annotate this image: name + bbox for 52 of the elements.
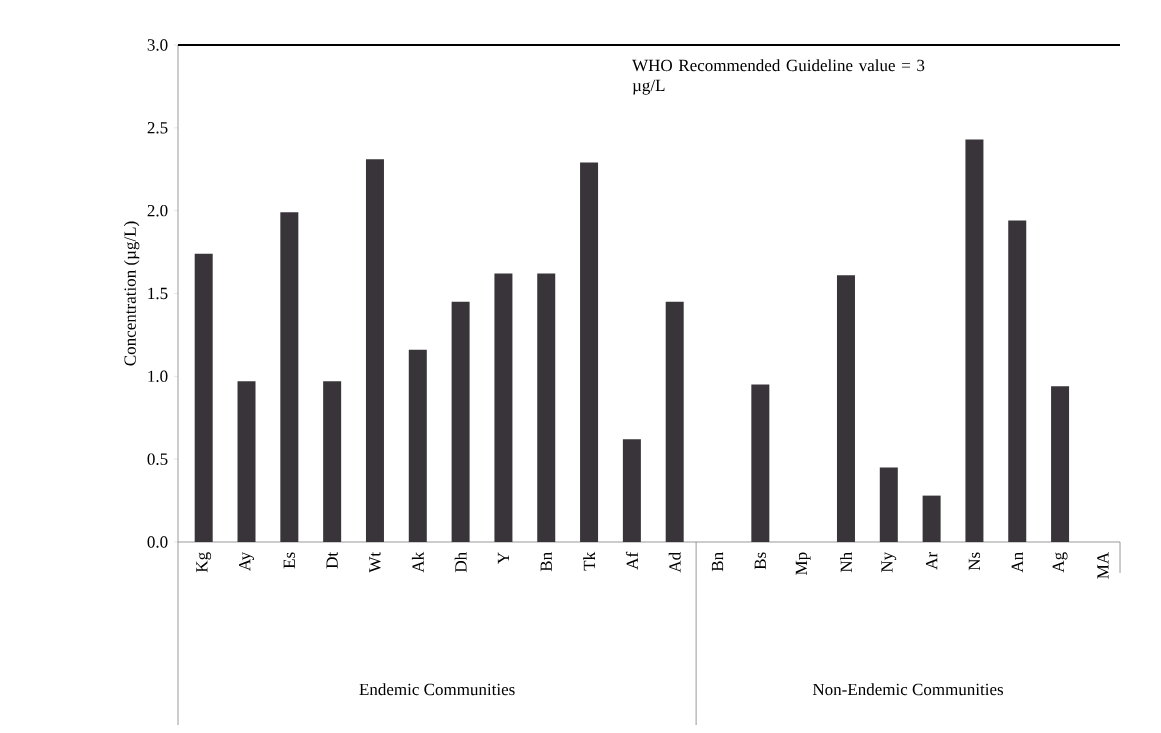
x-tick-label: MA <box>1097 551 1109 579</box>
x-tick-label: Ny <box>881 551 897 573</box>
x-tick-label: Ar <box>926 552 938 570</box>
bar <box>494 273 513 542</box>
y-tick-label: 3.0 <box>147 39 168 51</box>
y-axis-title: Concentration (µg/L) <box>123 221 140 366</box>
bar <box>451 301 470 542</box>
bar <box>580 162 599 542</box>
x-tick-label: Dh <box>454 552 467 573</box>
x-tick-label: Dt <box>326 551 338 569</box>
y-tick-label: 1.5 <box>148 287 168 300</box>
x-tick-label: Es <box>283 552 295 569</box>
bar <box>237 381 256 542</box>
text: Non-Endemic Communities <box>812 683 1004 696</box>
bar <box>408 349 427 542</box>
y-tick-label: 0.0 <box>147 536 168 548</box>
x-tick-label: Ns <box>968 552 981 571</box>
x-tick-label: Ag <box>1052 552 1068 573</box>
x-tick-label: Bn <box>540 552 552 572</box>
bar <box>836 275 855 542</box>
x-tick-label: Bn <box>711 552 724 572</box>
x-tick-label: Ad <box>668 552 681 573</box>
ref-line-label: WHO Recommended Guideline value = 3 µg/L <box>632 59 925 95</box>
y-tick-label: 1.0 <box>148 370 168 383</box>
bar <box>194 253 213 542</box>
x-tick-label: Kg <box>196 552 212 573</box>
bar <box>879 467 898 542</box>
y-tick-label: 0.5 <box>147 453 168 465</box>
x-tick-label: Y <box>497 552 509 564</box>
bar <box>365 159 384 542</box>
x-tick-label: Mp <box>795 552 811 575</box>
text: Endemic Communities <box>359 683 515 696</box>
bar <box>280 212 299 542</box>
x-tick-label: An <box>1011 552 1023 573</box>
bar <box>965 139 984 542</box>
bar <box>922 495 941 542</box>
bar <box>537 273 556 542</box>
bar <box>665 301 684 542</box>
y-tick-label: 2.5 <box>147 122 168 134</box>
bar <box>1008 220 1027 542</box>
x-tick-label: Ak <box>411 551 424 573</box>
x-tick-label: Tk <box>583 551 595 571</box>
x-tick-label: Bs <box>754 552 766 570</box>
x-tick-label: Af <box>625 551 638 570</box>
bar <box>323 381 342 542</box>
bar <box>622 439 641 542</box>
x-tick-label: Ay <box>239 551 254 571</box>
x-tick-label: Wt <box>369 551 381 573</box>
bar <box>751 384 770 542</box>
bar <box>1051 386 1070 542</box>
x-tick-label: Nh <box>840 552 852 573</box>
y-tick-label: 2.0 <box>147 204 168 217</box>
